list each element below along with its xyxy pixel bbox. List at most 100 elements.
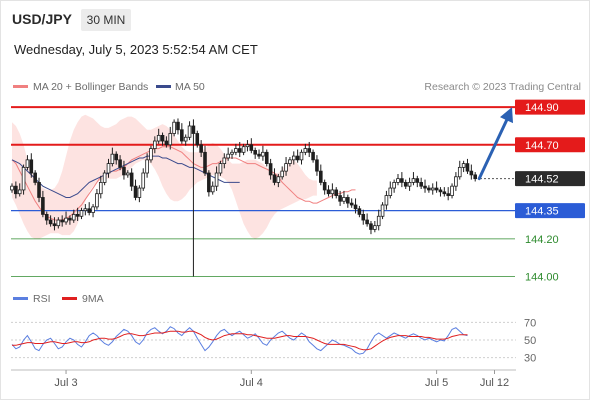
ma9-legend-swatch (62, 297, 77, 300)
candle-body (237, 148, 242, 153)
candle-body (318, 170, 323, 183)
candle-body (461, 163, 466, 168)
projection-arrow-head (500, 107, 513, 124)
candle-body (176, 121, 180, 131)
legend: MA 20 + Bollinger Bands MA 50 Research ©… (13, 81, 581, 93)
candle-body (288, 159, 292, 165)
level-144-90-label: 144.90 (525, 102, 559, 114)
candle-body (129, 172, 134, 187)
rsi-tick-label: 50 (524, 335, 536, 347)
candle-body (226, 153, 230, 159)
candle-body (315, 159, 319, 172)
candle-body (183, 136, 188, 142)
candle-body (141, 172, 146, 189)
candle-body (388, 187, 393, 196)
level-144-20-label: 144.20 (525, 234, 559, 246)
projection-arrow-line (477, 113, 511, 181)
candle-body (79, 210, 84, 217)
candle-body (102, 172, 107, 183)
candle-body (322, 182, 327, 191)
level-144-90-tag (515, 99, 585, 115)
candle-body (392, 182, 396, 189)
candle-body (342, 197, 346, 202)
candle-body (187, 125, 192, 138)
candle-body (41, 197, 45, 215)
candle-body (272, 174, 277, 183)
candle-body (423, 185, 427, 189)
candle-body (268, 163, 273, 176)
candle-body (118, 159, 122, 168)
candle-body (361, 213, 366, 221)
candle-body (168, 133, 173, 146)
candle-body (330, 189, 335, 195)
candle-body (133, 185, 138, 198)
candle-body (114, 153, 119, 161)
candle-body (357, 208, 362, 215)
candle-body (122, 166, 126, 176)
projection (477, 107, 513, 181)
candle-body (203, 151, 207, 174)
ma50-legend-swatch (156, 85, 171, 88)
candle-body (411, 178, 416, 183)
rsi-legend-label: RSI (33, 293, 51, 305)
candle-body (307, 148, 312, 153)
rsi-ma-line (12, 330, 468, 351)
candle-body (234, 148, 238, 153)
x-axis: Jul 3 Jul 4 Jul 5 Jul 12 (11, 369, 516, 389)
candle-body (245, 144, 250, 148)
rsi-legend: RSI 9MA (13, 293, 104, 305)
candle-body (207, 172, 211, 193)
level-144-00-label: 144.00 (525, 271, 559, 283)
candle-body (311, 151, 315, 161)
level-144-35-label: 144.35 (525, 206, 559, 218)
candle-body (442, 191, 447, 195)
candle-body (430, 187, 435, 191)
candle-body (338, 195, 342, 202)
candle-body (137, 187, 142, 198)
candle-body (145, 159, 149, 174)
candle-body (44, 213, 49, 221)
candle-body (91, 206, 95, 213)
rsi-line (11, 326, 468, 355)
candle-body (214, 172, 219, 187)
level-144-70-tag (515, 137, 585, 153)
price-levels: 144.90 144.70 144.52 144.35 144.20 144.00 (11, 99, 585, 283)
rsi-tick-label: 70 (524, 317, 536, 329)
candle-body (110, 153, 115, 165)
candle-body (303, 148, 308, 153)
candle-body (164, 140, 169, 146)
candle-body (71, 213, 76, 221)
timeframe-button[interactable]: 30 MIN (81, 9, 131, 31)
candle-body (407, 182, 412, 187)
candle-body (276, 176, 281, 183)
candle-body (29, 159, 34, 174)
candle-body (14, 185, 18, 195)
candle-body (415, 178, 420, 183)
candle-body (450, 185, 454, 196)
candle-body (126, 172, 130, 176)
level-144-52-label: 144.52 (525, 174, 559, 186)
x-tick-label: Jul 4 (240, 377, 263, 389)
candle-body (149, 148, 153, 161)
candle-body (446, 193, 450, 196)
ma50-line (11, 155, 240, 198)
ma20-legend-label: MA 20 + Bollinger Bands (33, 81, 148, 93)
candle-body (64, 217, 68, 223)
candles (10, 118, 477, 277)
candle-body (334, 189, 339, 196)
x-tick-label: Jul 3 (54, 377, 77, 389)
candle-body (365, 219, 369, 225)
candle-body (295, 155, 300, 161)
candle-body (180, 129, 184, 142)
candle-body (56, 219, 61, 227)
candle-body (264, 151, 269, 165)
candle-body (465, 163, 470, 172)
candle-body (400, 178, 404, 183)
candle-body (75, 213, 80, 217)
candle-body (172, 121, 176, 134)
x-tick-label: Jul 12 (480, 377, 509, 389)
candle-body (396, 178, 400, 183)
candle-body (83, 208, 88, 212)
candle-body (95, 193, 99, 208)
candle-body (280, 170, 284, 178)
